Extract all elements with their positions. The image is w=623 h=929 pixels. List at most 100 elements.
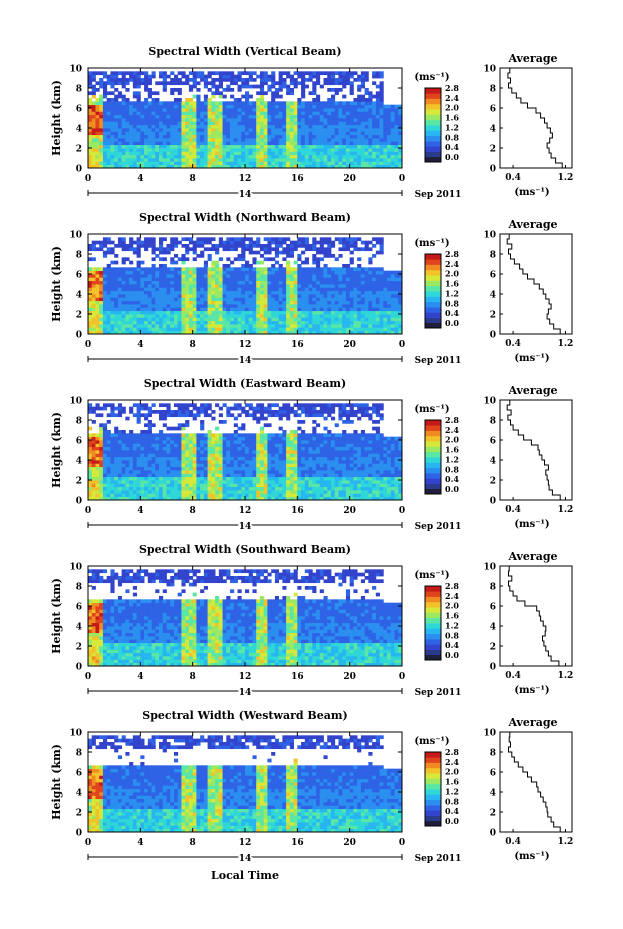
heatmap-cell — [147, 450, 152, 454]
heatmap-cell — [110, 486, 115, 491]
heatmap-cell — [259, 108, 265, 112]
heatmap-cell — [170, 134, 175, 139]
heatmap-cell — [345, 71, 351, 76]
heatmap-cell — [353, 154, 358, 159]
heatmap-cell — [144, 443, 149, 448]
heatmap-cell — [151, 240, 156, 245]
heatmap-cell — [342, 327, 347, 332]
heatmap-cell — [394, 144, 399, 149]
heatmap-cell — [99, 314, 104, 318]
heatmap-cell — [102, 254, 108, 258]
heatmap-cell — [192, 114, 197, 119]
heatmap-cell — [114, 453, 119, 458]
heatmap-cell — [132, 470, 137, 474]
heatmap-cell — [375, 128, 380, 132]
heatmap-cell — [207, 300, 212, 305]
heatmap-cell — [170, 446, 175, 451]
heatmap-cell — [278, 78, 283, 82]
heatmap-cell — [166, 244, 171, 248]
heatmap-cell — [140, 128, 145, 132]
heatmap-cell — [114, 446, 119, 451]
heatmap-cell — [327, 104, 332, 109]
heatmap-cell — [155, 158, 160, 162]
heatmap-cell — [140, 430, 145, 434]
heatmap-cell — [271, 314, 276, 318]
heatmap-cell — [132, 443, 137, 448]
heatmap-cell — [147, 128, 152, 132]
heatmap-cell — [357, 94, 362, 99]
heatmap-cell — [360, 138, 366, 142]
heatmap-cell — [129, 280, 134, 285]
heatmap-cell — [181, 403, 186, 408]
heatmap-cell — [230, 287, 235, 292]
colorbar-segment — [425, 285, 441, 292]
heatmap-cell — [327, 108, 332, 112]
heatmap-cell — [301, 260, 306, 265]
heatmap-cell — [102, 161, 108, 166]
heatmap-cell — [345, 118, 351, 122]
heatmap-cell — [185, 124, 190, 129]
heatmap-cell — [211, 78, 216, 82]
heatmap-cell — [110, 91, 115, 96]
heatmap-cell — [316, 148, 321, 152]
heatmap-cell — [196, 154, 201, 159]
heatmap-cell — [289, 141, 294, 146]
heatmap-cell — [155, 151, 160, 156]
heatmap-cell — [364, 164, 369, 169]
heatmap-cell — [170, 300, 175, 305]
heatmap-cell — [278, 138, 283, 142]
heatmap-cell — [215, 91, 220, 96]
heatmap-cell — [252, 104, 257, 109]
heatmap-cell — [132, 486, 137, 491]
heatmap-cell — [330, 138, 336, 142]
heatmap-cell — [327, 158, 332, 162]
heatmap-cell — [200, 148, 205, 152]
heatmap-cell — [159, 128, 164, 132]
heatmap-cell — [151, 91, 156, 96]
heatmap-cell — [99, 304, 104, 308]
heatmap-cell — [177, 151, 182, 156]
heatmap-cell — [215, 84, 220, 89]
heatmap-cell — [99, 473, 104, 478]
heatmap-cell — [140, 403, 145, 408]
heatmap-cell — [282, 104, 287, 109]
heatmap-cell — [218, 91, 223, 96]
heatmap-cell — [95, 124, 100, 129]
heatmap-cell — [330, 88, 336, 92]
heatmap-cell — [181, 81, 186, 86]
heatmap-cell — [185, 98, 190, 102]
heatmap-cell — [166, 124, 171, 129]
heatmap-cell — [274, 250, 280, 255]
heatmap-cell — [106, 267, 111, 272]
heatmap-cell — [207, 274, 212, 278]
heatmap-cell — [192, 284, 197, 288]
heatmap-cell — [88, 134, 93, 139]
heatmap-cell — [375, 237, 380, 242]
heatmap-cell — [289, 108, 294, 112]
heatmap-cell — [181, 324, 186, 328]
heatmap-cell — [241, 247, 246, 252]
heatmap-cell — [323, 267, 328, 272]
heatmap-cell — [312, 300, 317, 305]
heatmap-cell — [327, 144, 332, 149]
heatmap-cell — [278, 128, 283, 132]
heatmap-cell — [170, 138, 175, 142]
heatmap-cell — [129, 297, 134, 302]
heatmap-cell — [372, 134, 377, 139]
heatmap-cell — [383, 148, 388, 152]
heatmap-cell — [301, 118, 306, 122]
heatmap-cell — [372, 290, 377, 295]
heatmap-cell — [200, 290, 205, 295]
heatmap-cell — [364, 330, 369, 335]
heatmap-cell — [91, 148, 96, 152]
heatmap-cell — [159, 486, 164, 491]
heatmap-cell — [271, 74, 276, 79]
heatmap-cell — [200, 287, 205, 292]
heatmap-cell — [110, 413, 115, 418]
heatmap-cell — [357, 118, 362, 122]
heatmap-cell — [241, 290, 246, 295]
heatmap-cell — [88, 280, 93, 285]
heatmap-cell — [274, 327, 280, 332]
heatmap-cell — [274, 330, 280, 335]
colorbar-segment — [425, 301, 441, 308]
